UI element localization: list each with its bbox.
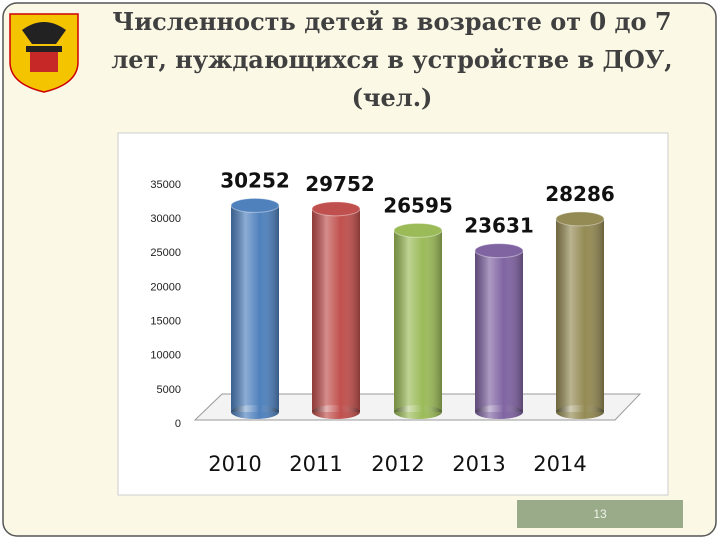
bar-base-shade	[475, 405, 523, 419]
bar-top	[555, 211, 605, 227]
bar-shine	[475, 250, 523, 412]
x-tick-label: 2012	[371, 452, 424, 476]
bar-base-shade	[231, 405, 279, 419]
value-label: 23631	[464, 214, 534, 238]
y-tick-label: 15000	[150, 315, 181, 327]
title-line: (чел.)	[352, 83, 433, 112]
y-tick-label: 20000	[150, 281, 181, 293]
bar-base-shade	[394, 405, 442, 419]
x-tick-label: 2010	[208, 452, 261, 476]
bar-top	[230, 197, 280, 213]
x-tick-label: 2011	[289, 452, 342, 476]
y-tick-label: 5000	[157, 384, 181, 396]
value-label: 29752	[305, 172, 375, 196]
bar-shine	[394, 230, 442, 412]
slide-number: 13	[593, 507, 607, 521]
title-line: Численность детей в возрасте от 0 до 7	[112, 7, 671, 36]
title-line: лет, нуждающихся в устройстве в ДОУ,	[111, 45, 672, 74]
x-tick-label: 2013	[452, 452, 505, 476]
emblem	[9, 13, 79, 93]
bar-shine	[231, 205, 279, 412]
bar-base-shade	[556, 405, 604, 419]
bar-shine	[556, 218, 604, 412]
value-label: 30252	[220, 168, 290, 192]
value-label: 26595	[383, 193, 453, 217]
y-tick-label: 35000	[150, 179, 181, 191]
bar-top	[474, 243, 524, 259]
bar-top	[393, 222, 443, 238]
plot: 0 5000 10000 15000 20000 25000 30000 35000 2010 3…	[150, 168, 614, 476]
bar-shine	[312, 208, 360, 412]
x-tick-label: 2014	[533, 452, 586, 476]
bar-base-shade	[312, 405, 360, 419]
y-tick-label: 25000	[150, 247, 181, 259]
bar-top	[311, 201, 361, 217]
slide-number-box	[517, 500, 683, 528]
y-tick-label: 30000	[150, 213, 181, 225]
y-tick-label: 10000	[150, 350, 181, 362]
y-tick-label: 0	[175, 418, 181, 430]
value-label: 28286	[545, 182, 615, 206]
